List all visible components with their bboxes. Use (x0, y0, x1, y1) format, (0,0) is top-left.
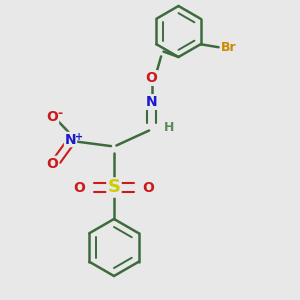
Text: O: O (142, 181, 154, 194)
Text: N: N (65, 133, 76, 146)
Text: H: H (164, 121, 174, 134)
Text: O: O (46, 110, 58, 124)
Text: Br: Br (221, 41, 236, 54)
Text: N: N (146, 95, 157, 109)
Text: O: O (146, 71, 158, 85)
Text: -: - (57, 107, 63, 120)
Text: +: + (75, 131, 83, 142)
Text: O: O (74, 181, 86, 194)
Text: O: O (46, 157, 58, 170)
Text: S: S (107, 178, 121, 196)
